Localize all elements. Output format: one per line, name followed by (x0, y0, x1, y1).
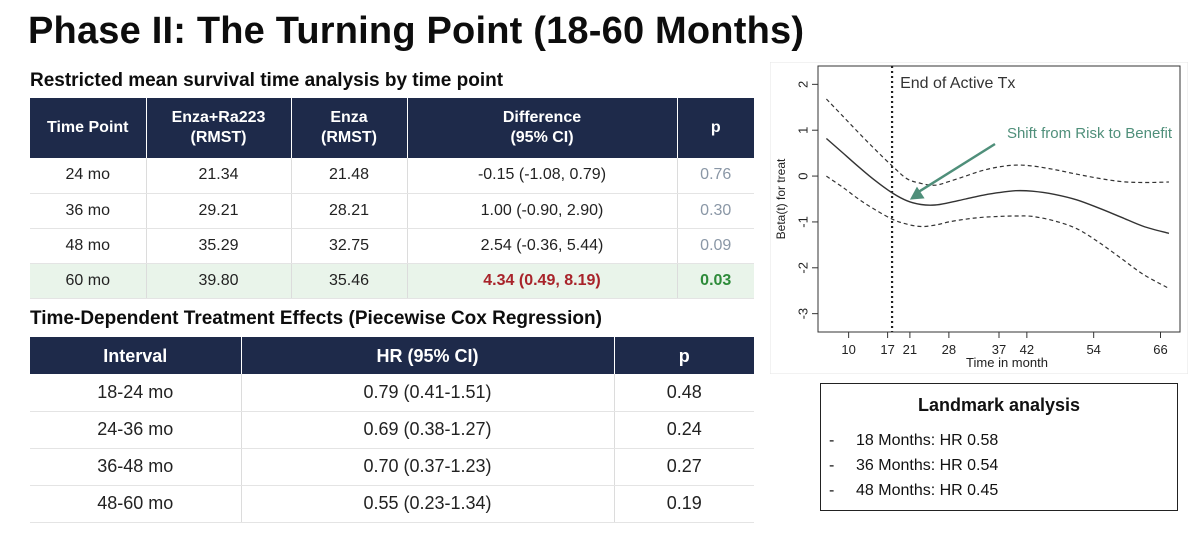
annotation-label: Shift from Risk to Benefit (1007, 125, 1173, 142)
x-tick-label: 10 (841, 342, 855, 357)
y-tick-label: 2 (795, 81, 810, 88)
table-row: 24-36 mo 0.69 (0.38-1.27) 0.24 (30, 411, 754, 449)
y-tick-label: 1 (795, 127, 810, 134)
table-row: 48-60 mo 0.55 (0.23-1.34) 0.19 (30, 485, 754, 523)
landmark-title: Landmark analysis (917, 395, 1081, 415)
table-row: 18-24 mo 0.79 (0.41-1.51) 0.48 (30, 374, 754, 412)
rmst-header-enza: Enza (RMST) (291, 98, 408, 158)
beta-estimate-line (825, 137, 1170, 235)
x-tick-label: 21 (903, 342, 917, 357)
rmst-header-combo: Enza+Ra223 (RMST) (146, 98, 292, 158)
rmst-section-title: Restricted mean survival time analysis b… (30, 70, 504, 91)
table-row-highlighted: 60 mo 39.80 35.46 4.34 (0.49, 8.19) 0.03 (30, 263, 754, 299)
cox-hr-cell: 0.69 (0.38-1.27) (241, 411, 615, 449)
rmst-diff-cell: 4.34 (0.49, 8.19) (407, 263, 678, 299)
cox-p-cell: 0.48 (614, 374, 754, 412)
y-tick-label: -3 (795, 308, 810, 320)
cox-hr-cell: 0.79 (0.41-1.51) (241, 374, 615, 412)
landmark-box: Landmark analysis - 18 Months: HR 0.58 - 3… (820, 383, 1178, 511)
annotation-arrow-shaft (915, 142, 996, 195)
y-tick-label: 0 (795, 172, 810, 179)
rmst-combo-cell: 39.80 (146, 263, 292, 299)
rmst-time-cell: 48 mo (30, 228, 147, 264)
rmst-diff-cell: 2.54 (-0.36, 5.44) (407, 228, 678, 264)
rmst-table: Time Point Enza+Ra223 (RMST) Enza (RMST) D… (30, 98, 754, 299)
rmst-header-time: Time Point (30, 98, 147, 158)
rmst-time-cell: 60 mo (30, 263, 147, 299)
rmst-enza-cell: 32.75 (291, 228, 408, 264)
cox-p-cell: 0.27 (614, 448, 754, 486)
cox-p-cell: 0.24 (614, 411, 754, 449)
list-dash: - (829, 457, 835, 474)
landmark-item-text: 36 Months: HR 0.54 (856, 457, 999, 474)
list-item: - 36 Months: HR 0.54 (821, 453, 1177, 478)
cox-section-title: Time-Dependent Treatment Effects (Piecew… (30, 308, 602, 329)
x-tick-label: 28 (942, 342, 956, 357)
x-tick-label: 37 (992, 342, 1006, 357)
table-row: 36 mo 29.21 28.21 1.00 (-0.90, 2.90) 0.3… (30, 193, 754, 229)
rmst-enza-cell: 35.46 (291, 263, 408, 299)
y-tick-label: -1 (795, 216, 810, 228)
rmst-header-difference: Difference (95% CI) (407, 98, 678, 158)
rmst-combo-cell: 21.34 (146, 158, 292, 194)
cox-interval-cell: 48-60 mo (30, 485, 242, 523)
cox-interval-cell: 24-36 mo (30, 411, 242, 449)
list-item: - 48 Months: HR 0.45 (821, 478, 1177, 503)
x-tick-label: 17 (880, 342, 894, 357)
cox-hr-cell: 0.70 (0.37-1.23) (241, 448, 615, 486)
lower-ci-line (826, 175, 1170, 289)
list-dash: - (829, 482, 835, 499)
cox-header-interval: Interval (30, 337, 242, 374)
rmst-combo-cell: 35.29 (146, 228, 292, 264)
cox-header-row: Interval HR (95% CI) p (30, 337, 754, 374)
rmst-diff-cell: -0.15 (-1.08, 0.79) (407, 158, 678, 194)
x-tick-label: 66 (1153, 342, 1167, 357)
upper-ci-line (825, 98, 1169, 186)
cox-interval-cell: 18-24 mo (30, 374, 242, 412)
table-row: 48 mo 35.29 32.75 2.54 (-0.36, 5.44) 0.0… (30, 228, 754, 264)
rmst-header-p: p (677, 98, 754, 158)
landmark-list: -18 Months: HR 0.58 -36 Months: HR 0.54 … (821, 428, 1177, 503)
cox-p-cell: 0.19 (614, 485, 754, 523)
list-item: - 18 Months: HR 0.58 (821, 428, 1177, 453)
rmst-combo-cell: 29.21 (146, 193, 292, 229)
end-active-tx-label: End of Active Tx (900, 75, 1015, 92)
landmark-item-text: 48 Months: HR 0.45 (856, 482, 999, 499)
y-axis-label: Beta(t) for treat (774, 158, 788, 239)
beta-time-plot: 10 17 21 28 37 42 54 66 -3 -2 -1 0 1 2 Time in month Be… (770, 62, 1188, 374)
list-dash: - (829, 432, 835, 449)
rmst-enza-cell: 21.48 (291, 158, 408, 194)
rmst-time-cell: 24 mo (30, 158, 147, 194)
cox-header-hr: HR (95% CI) (241, 337, 615, 374)
cox-header-p: p (614, 337, 754, 374)
table-row: 36-48 mo 0.70 (0.37-1.23) 0.27 (30, 448, 754, 486)
cox-hr-cell: 0.55 (0.23-1.34) (241, 485, 615, 523)
rmst-time-cell: 36 mo (30, 193, 147, 229)
annotation-arrowhead (909, 186, 925, 200)
cox-interval-cell: 36-48 mo (30, 448, 242, 486)
rmst-p-cell: 0.30 (677, 193, 754, 229)
y-tick-label: -2 (795, 262, 810, 274)
rmst-p-cell: 0.03 (677, 263, 754, 299)
rmst-diff-cell: 1.00 (-0.90, 2.90) (407, 193, 678, 229)
x-tick-label: 54 (1086, 342, 1100, 357)
rmst-header-row: Time Point Enza+Ra223 (RMST) Enza (RMST) D… (30, 98, 754, 158)
x-tick-label: 42 (1020, 342, 1034, 357)
rmst-p-cell: 0.76 (677, 158, 754, 194)
page-title: Phase II: The Turning Point (18-60 Month… (28, 10, 805, 52)
x-axis-label: Time in month (966, 355, 1048, 370)
cox-table: Interval HR (95% CI) p 18-24 mo 0.79 (0.… (30, 337, 754, 523)
table-row: 24 mo 21.34 21.48 -0.15 (-1.08, 0.79) 0.… (30, 158, 754, 194)
landmark-item-text: 18 Months: HR 0.58 (856, 432, 999, 449)
rmst-p-cell: 0.09 (677, 228, 754, 264)
rmst-enza-cell: 28.21 (291, 193, 408, 229)
